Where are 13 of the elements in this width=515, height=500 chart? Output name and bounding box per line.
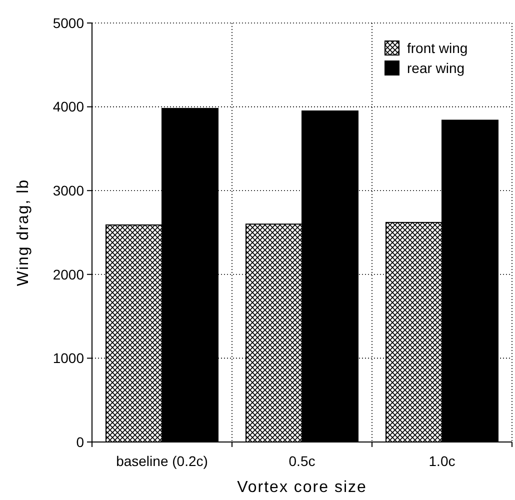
- x-tick-label: 1.0c: [428, 453, 456, 469]
- x-tick-label: baseline (0.2c): [116, 453, 208, 469]
- x-tick-label: 0.5c: [288, 453, 316, 469]
- x-axis-title: Vortex core size: [237, 479, 367, 496]
- legend-label: front wing: [407, 40, 468, 56]
- y-tick-label: 3000: [52, 182, 84, 198]
- y-tick-label: 0: [76, 434, 84, 450]
- y-tick-label: 4000: [52, 98, 84, 115]
- y-axis-title: Wing drag, lb: [15, 178, 32, 286]
- y-tick-label: 2000: [52, 266, 84, 282]
- y-tick-label: 1000: [52, 350, 84, 366]
- y-tick-label: 5000: [52, 14, 84, 31]
- legend-label: rear wing: [407, 60, 465, 76]
